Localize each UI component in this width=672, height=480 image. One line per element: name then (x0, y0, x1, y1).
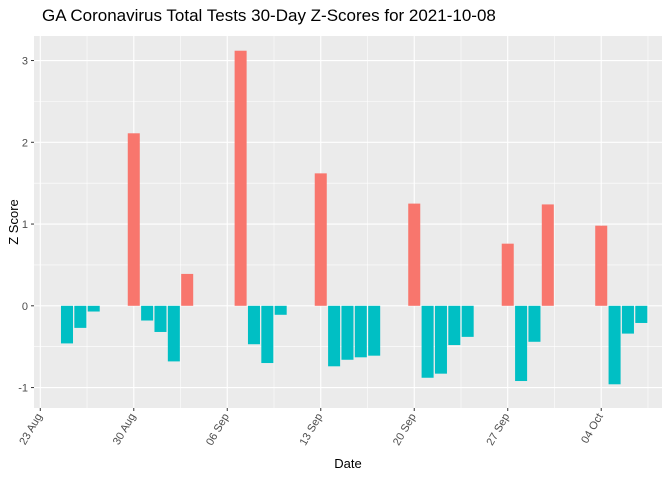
grid-major (34, 36, 662, 408)
bar (368, 305, 381, 356)
y-tick-label: 3 (22, 56, 28, 68)
bar (528, 305, 541, 342)
x-tick-label: 04 Oct (579, 412, 606, 446)
bar (595, 225, 608, 306)
bar (421, 305, 434, 378)
bar (501, 243, 514, 306)
chart-title: GA Coronavirus Total Tests 30-Day Z-Scor… (42, 6, 496, 25)
bar (261, 305, 274, 364)
bar (341, 305, 354, 360)
y-tick-label: 2 (22, 137, 28, 149)
bar (154, 305, 167, 332)
bar (60, 305, 73, 344)
bar (274, 305, 287, 315)
bar (621, 305, 634, 334)
y-tick-label: 0 (22, 301, 28, 313)
y-axis-label: Z Score (6, 199, 21, 245)
bar (608, 305, 621, 385)
bar (541, 204, 554, 306)
x-axis: 23 Aug 30 Aug 06 Sep 13 Sep 20 Sep 27 Sep 04 O… (17, 408, 606, 448)
bar (408, 203, 421, 306)
bar (247, 305, 260, 345)
x-tick-label: 27 Sep (485, 412, 513, 448)
bar (181, 273, 194, 306)
bar (127, 133, 140, 306)
bar (314, 173, 327, 306)
bar (328, 305, 341, 367)
bar (461, 305, 474, 337)
x-tick-label: 30 Aug (111, 412, 139, 448)
bar (448, 305, 461, 346)
bar (87, 305, 100, 312)
x-tick-label: 23 Aug (17, 412, 45, 448)
y-tick-label: 1 (22, 219, 28, 231)
y-tick-label: -1 (18, 383, 28, 395)
bar (234, 50, 247, 306)
x-tick-label: 13 Sep (298, 412, 326, 448)
bar (141, 305, 154, 321)
y-axis: -1 0 1 2 3 (18, 56, 34, 395)
bar (74, 305, 87, 328)
bar (167, 305, 180, 362)
x-tick-label: 06 Sep (204, 412, 232, 448)
bar (434, 305, 447, 374)
x-tick-label: 20 Sep (391, 412, 419, 448)
x-axis-label: Date (334, 456, 361, 471)
bar (635, 305, 648, 323)
bar (515, 305, 528, 382)
bars (60, 50, 648, 385)
bar (354, 305, 367, 358)
